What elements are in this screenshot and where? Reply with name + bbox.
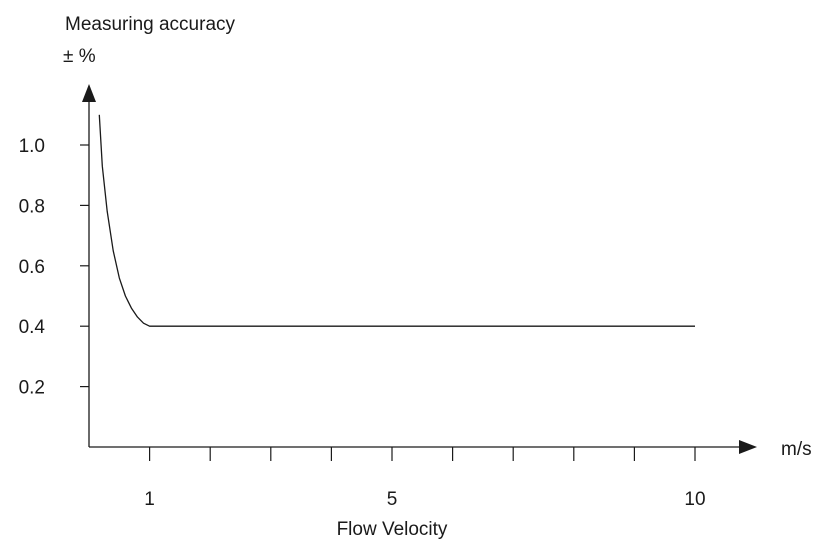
y-axis-arrowhead [82,84,96,102]
x-axis-title: Flow Velocity [337,519,448,540]
x-axis-unit: m/s [781,439,812,460]
accuracy-curve [98,114,695,327]
y-tick-label: 0.8 [19,196,45,217]
y-tick-label: 0.4 [19,317,46,338]
x-tick-label: 1 [144,489,155,510]
y-tick-label: 1.0 [19,136,45,157]
x-axis-arrowhead [739,440,757,454]
y-tick-label: 0.6 [19,257,45,278]
y-tick-label: 0.2 [19,378,45,399]
y-axis-title: Measuring accuracy [65,14,236,35]
x-tick-label: 10 [684,489,705,510]
x-tick-label: 5 [387,489,398,510]
series-layer [98,114,695,327]
x-ticks: 1 5 10 [144,447,706,510]
y-ticks: 0.2 0.4 0.6 0.8 1.0 [19,136,89,399]
y-axis-unit: ± % [63,46,96,67]
